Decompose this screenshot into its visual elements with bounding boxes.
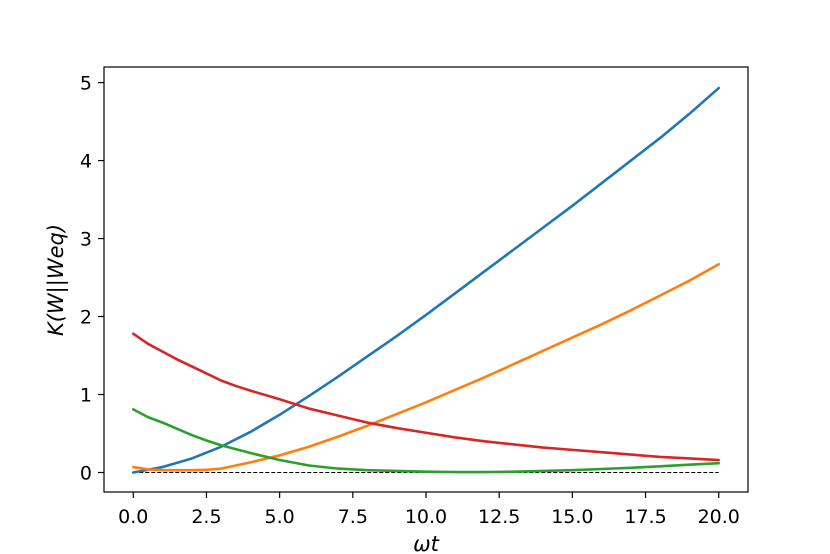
y-axis-label: K(W||Weq) xyxy=(44,224,69,336)
x-tick-label: 0.0 xyxy=(118,506,148,528)
x-tick-label: 10.0 xyxy=(405,506,447,528)
x-axis-label: ωt xyxy=(413,532,440,554)
series-line-2 xyxy=(131,262,721,472)
y-tick-label: 0 xyxy=(80,463,92,485)
x-tick-label: 20.0 xyxy=(698,506,740,528)
x-axis-ticks: 0.0 2.5 5.0 7.5 10.0 12.5 15.0 17.5 20.0 xyxy=(118,492,740,528)
x-tick-label: 15.0 xyxy=(551,506,593,528)
plot-frame xyxy=(103,66,749,493)
series-layer xyxy=(131,86,721,474)
x-tick-label: 7.5 xyxy=(338,506,368,528)
series-line-1 xyxy=(131,86,721,474)
y-tick-label: 5 xyxy=(80,73,92,95)
x-tick-label: 5.0 xyxy=(265,506,295,528)
y-tick-label: 4 xyxy=(80,151,92,173)
y-tick-label: 1 xyxy=(80,385,92,407)
x-tick-label: 17.5 xyxy=(624,506,666,528)
series-line-4 xyxy=(131,332,721,462)
y-axis-ticks: 0 1 2 3 4 5 xyxy=(80,73,104,485)
x-tick-label: 12.5 xyxy=(478,506,520,528)
y-tick-label: 3 xyxy=(80,229,92,251)
y-tick-label: 2 xyxy=(80,307,92,329)
x-tick-label: 2.5 xyxy=(191,506,221,528)
series-line-3 xyxy=(131,408,721,474)
